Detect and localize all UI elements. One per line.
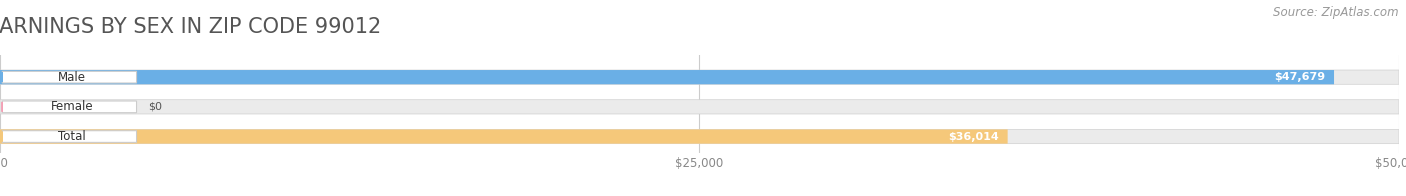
Text: Male: Male <box>58 71 86 84</box>
FancyBboxPatch shape <box>3 101 136 113</box>
FancyBboxPatch shape <box>0 129 1008 144</box>
Text: $36,014: $36,014 <box>949 132 1000 142</box>
Text: Source: ZipAtlas.com: Source: ZipAtlas.com <box>1274 6 1399 19</box>
FancyBboxPatch shape <box>0 129 1399 144</box>
FancyBboxPatch shape <box>0 100 1399 114</box>
FancyBboxPatch shape <box>3 71 136 83</box>
Text: $0: $0 <box>148 102 162 112</box>
FancyBboxPatch shape <box>3 131 136 142</box>
FancyBboxPatch shape <box>0 70 1399 84</box>
Text: EARNINGS BY SEX IN ZIP CODE 99012: EARNINGS BY SEX IN ZIP CODE 99012 <box>0 17 381 37</box>
Text: Total: Total <box>58 130 86 143</box>
FancyBboxPatch shape <box>0 70 1334 84</box>
Text: Female: Female <box>51 100 93 113</box>
Text: $47,679: $47,679 <box>1274 72 1326 82</box>
